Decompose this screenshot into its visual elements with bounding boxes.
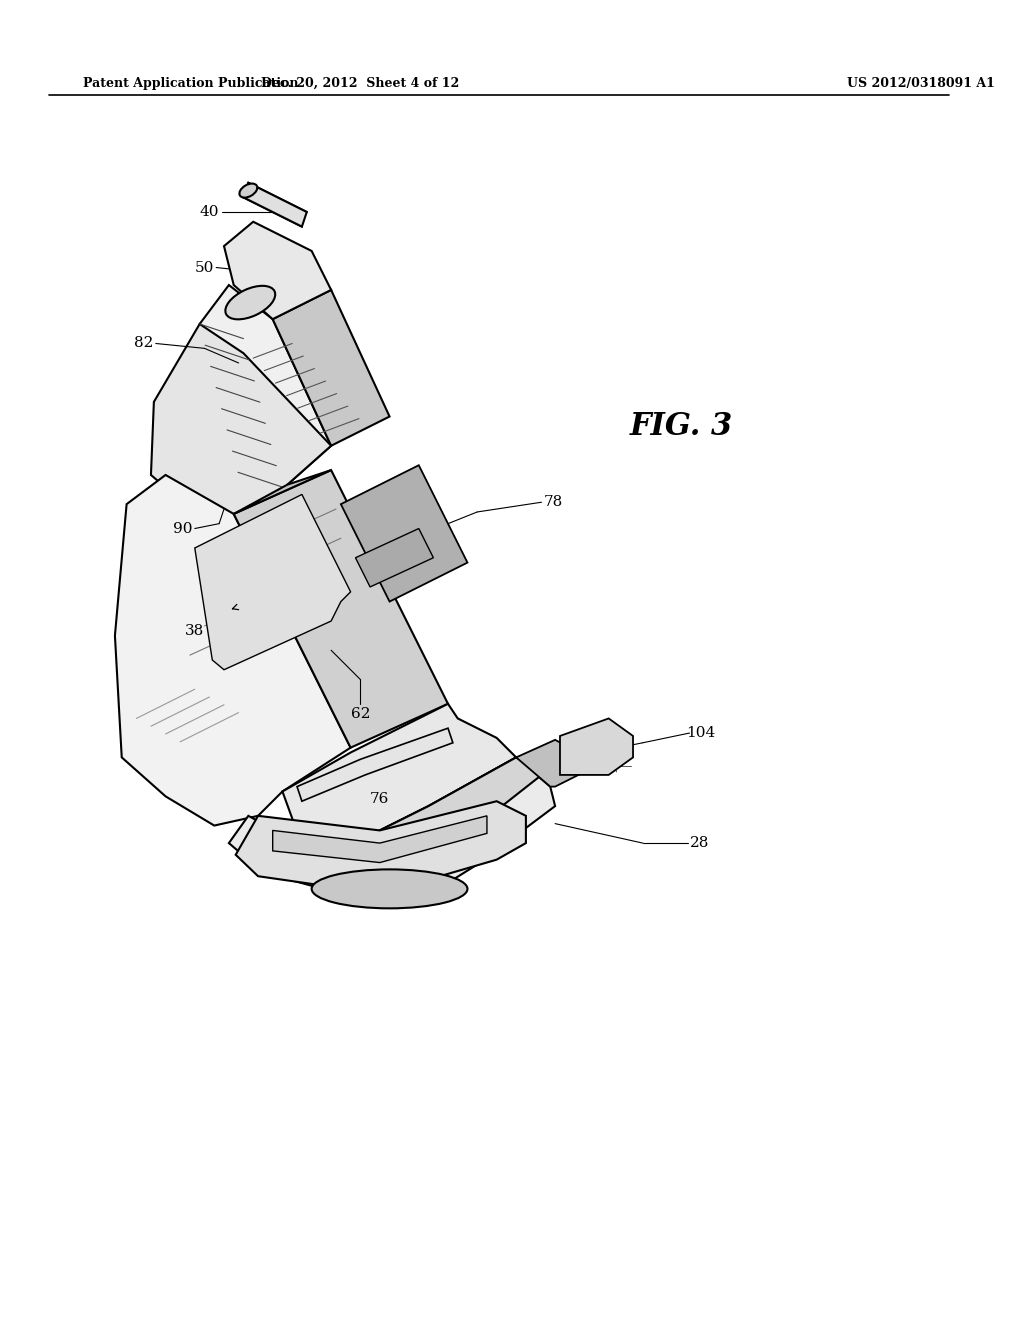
Text: 90: 90: [173, 521, 193, 536]
Polygon shape: [272, 816, 487, 862]
Text: 38: 38: [185, 624, 205, 638]
Polygon shape: [151, 323, 331, 539]
Polygon shape: [244, 182, 307, 227]
Ellipse shape: [225, 286, 275, 319]
Polygon shape: [195, 495, 350, 669]
Polygon shape: [236, 801, 526, 894]
Polygon shape: [302, 758, 546, 870]
Polygon shape: [229, 758, 555, 899]
Text: 82: 82: [134, 337, 154, 351]
Polygon shape: [200, 285, 331, 484]
Text: FIG. 3: FIG. 3: [630, 411, 733, 442]
Polygon shape: [283, 704, 516, 845]
Text: 80: 80: [414, 866, 433, 879]
Polygon shape: [272, 290, 389, 446]
Text: 50: 50: [195, 260, 214, 275]
Text: 62: 62: [350, 706, 370, 721]
Text: 78: 78: [544, 495, 563, 510]
Polygon shape: [516, 739, 585, 787]
Text: 40: 40: [200, 205, 219, 219]
Text: 28: 28: [689, 836, 709, 850]
Text: Patent Application Publication: Patent Application Publication: [83, 77, 298, 90]
Polygon shape: [341, 465, 468, 602]
Polygon shape: [115, 475, 350, 825]
Text: Dec. 20, 2012  Sheet 4 of 12: Dec. 20, 2012 Sheet 4 of 12: [261, 77, 460, 90]
Text: 104: 104: [686, 726, 716, 741]
Text: US 2012/0318091 A1: US 2012/0318091 A1: [847, 77, 995, 90]
Polygon shape: [224, 222, 331, 319]
Polygon shape: [233, 470, 447, 747]
Polygon shape: [355, 528, 433, 587]
Polygon shape: [560, 718, 633, 775]
Ellipse shape: [240, 183, 257, 198]
Text: 76: 76: [370, 792, 389, 807]
Ellipse shape: [311, 870, 468, 908]
Polygon shape: [297, 729, 453, 801]
Polygon shape: [233, 470, 331, 513]
